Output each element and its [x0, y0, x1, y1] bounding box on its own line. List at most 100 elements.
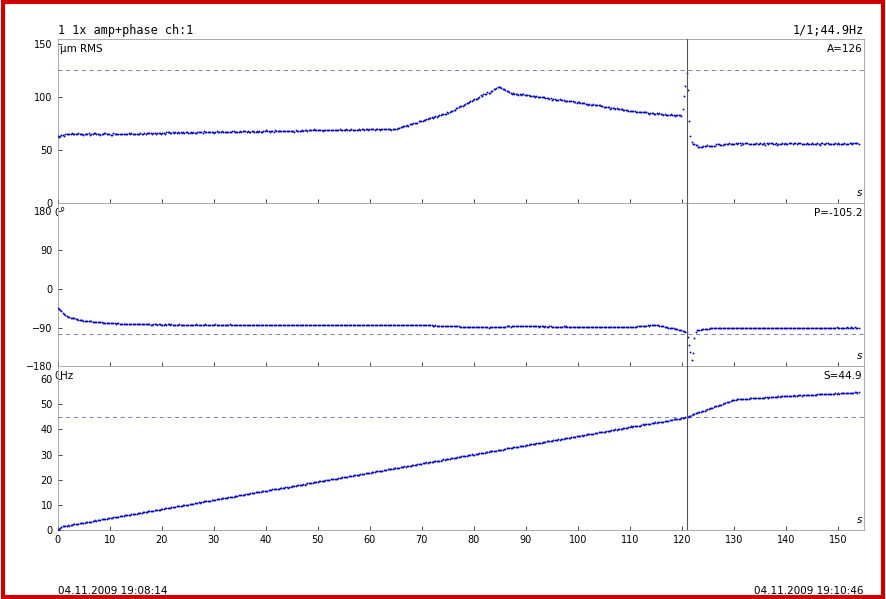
Point [424, 113, 438, 123]
Point [461, 322, 475, 331]
Point [803, 390, 817, 400]
Point [748, 394, 762, 403]
Point [654, 417, 668, 426]
Point [418, 458, 432, 468]
Point [273, 126, 287, 135]
Point [748, 323, 762, 333]
Point [216, 494, 230, 503]
Point [640, 320, 654, 330]
Point [685, 355, 699, 365]
Point [739, 323, 753, 333]
Point [393, 320, 408, 330]
Point [755, 393, 769, 403]
Point [349, 320, 363, 330]
Point [474, 322, 488, 332]
Point [520, 322, 534, 331]
Point [739, 138, 753, 148]
Point [183, 320, 198, 329]
Point [278, 320, 292, 329]
Point [224, 320, 238, 329]
Point [326, 320, 340, 329]
Point [346, 125, 361, 134]
Point [758, 323, 772, 332]
Point [172, 501, 186, 511]
Point [259, 126, 273, 135]
Point [603, 322, 618, 332]
Point [141, 507, 155, 516]
Point [658, 322, 672, 332]
Point [323, 320, 337, 329]
Point [452, 102, 466, 112]
Point [471, 93, 486, 102]
Point [649, 418, 663, 427]
Point [814, 389, 828, 399]
Point [100, 318, 114, 328]
Point [165, 320, 179, 329]
Point [606, 103, 620, 113]
Point [548, 435, 562, 445]
Point [101, 513, 115, 523]
Point [796, 139, 810, 149]
Point [81, 129, 95, 139]
Point [286, 320, 300, 329]
Point [495, 84, 509, 93]
Point [379, 124, 393, 134]
Point [556, 96, 571, 105]
Point [100, 129, 114, 139]
Point [797, 323, 812, 332]
Point [564, 432, 579, 442]
Point [596, 322, 610, 332]
Point [781, 391, 796, 401]
Point [744, 139, 758, 149]
Point [66, 313, 81, 323]
Point [542, 94, 556, 104]
Point [590, 428, 604, 438]
Point [696, 406, 711, 416]
Point [334, 473, 348, 483]
Point [222, 127, 237, 137]
Point [301, 125, 315, 135]
Point [541, 322, 556, 331]
Point [287, 127, 301, 137]
Point [475, 322, 489, 332]
Point [702, 141, 716, 150]
Point [426, 321, 440, 331]
Point [230, 320, 245, 329]
Point [202, 496, 216, 506]
Point [119, 319, 133, 329]
Point [236, 320, 250, 329]
Point [452, 322, 466, 331]
Point [772, 323, 786, 332]
Point [460, 322, 474, 332]
Point [742, 323, 756, 332]
Point [70, 129, 84, 138]
Point [186, 320, 200, 329]
Point [519, 441, 533, 450]
Point [325, 125, 339, 134]
Point [464, 96, 478, 106]
Point [82, 317, 96, 326]
Point [651, 418, 665, 427]
Point [618, 423, 633, 432]
Point [110, 512, 124, 522]
Point [175, 128, 189, 137]
Point [447, 322, 461, 331]
Point [83, 130, 97, 140]
Point [261, 126, 276, 136]
Point [502, 322, 517, 331]
Point [98, 318, 113, 328]
Point [84, 129, 98, 139]
Point [87, 516, 101, 526]
Point [500, 443, 514, 453]
Point [548, 435, 563, 445]
Point [601, 322, 615, 332]
Point [498, 322, 512, 331]
Point [714, 400, 728, 409]
Point [626, 106, 640, 116]
Point [717, 323, 731, 332]
Point [135, 129, 149, 138]
Point [573, 322, 587, 331]
Point [440, 321, 455, 331]
Point [505, 443, 519, 453]
Point [477, 90, 491, 99]
